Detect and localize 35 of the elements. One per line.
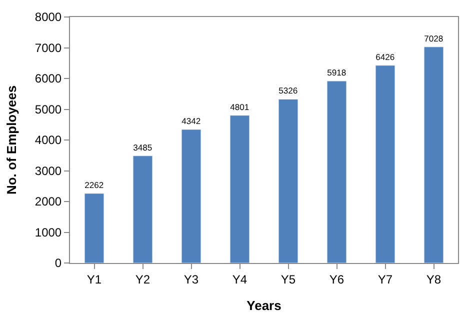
bar <box>278 98 298 263</box>
bar <box>230 115 250 263</box>
y-tick-label: 0 <box>54 256 62 270</box>
bar <box>84 193 104 263</box>
data-label: 3485 <box>133 142 152 152</box>
x-tick-label: Y8 <box>426 272 442 286</box>
x-tick-label: Y6 <box>329 272 344 286</box>
bar <box>326 80 347 263</box>
x-tick-label: Y4 <box>232 272 248 286</box>
bar <box>132 156 153 263</box>
x-tick-label: Y5 <box>280 272 296 286</box>
y-tick-label: 5000 <box>34 102 62 116</box>
x-axis-title: Years <box>246 298 282 313</box>
data-label: 7028 <box>424 33 444 44</box>
y-tick-label: 2000 <box>34 194 62 209</box>
y-tick-label: 6000 <box>34 72 62 86</box>
y-tick-label: 3000 <box>34 164 62 178</box>
x-tick-label: Y7 <box>378 272 393 286</box>
data-label: 4801 <box>230 102 250 112</box>
y-tick-label: 7000 <box>34 40 62 55</box>
data-label: 2262 <box>84 180 104 190</box>
bar <box>181 129 202 263</box>
data-label: 5918 <box>327 67 346 78</box>
data-label: 6426 <box>376 52 395 62</box>
data-label: 5326 <box>278 86 298 96</box>
x-tick-label: Y3 <box>184 272 199 286</box>
x-tick-label: Y1 <box>86 272 102 286</box>
y-tick-label: 1000 <box>34 225 62 240</box>
y-tick-label: 8000 <box>34 10 62 24</box>
y-axis-title: No. of Employees <box>4 85 19 195</box>
bar <box>424 46 444 263</box>
data-label: 4342 <box>182 116 201 126</box>
bar <box>375 65 396 263</box>
x-tick-label: Y2 <box>135 272 150 286</box>
y-tick-label: 4000 <box>34 133 62 148</box>
